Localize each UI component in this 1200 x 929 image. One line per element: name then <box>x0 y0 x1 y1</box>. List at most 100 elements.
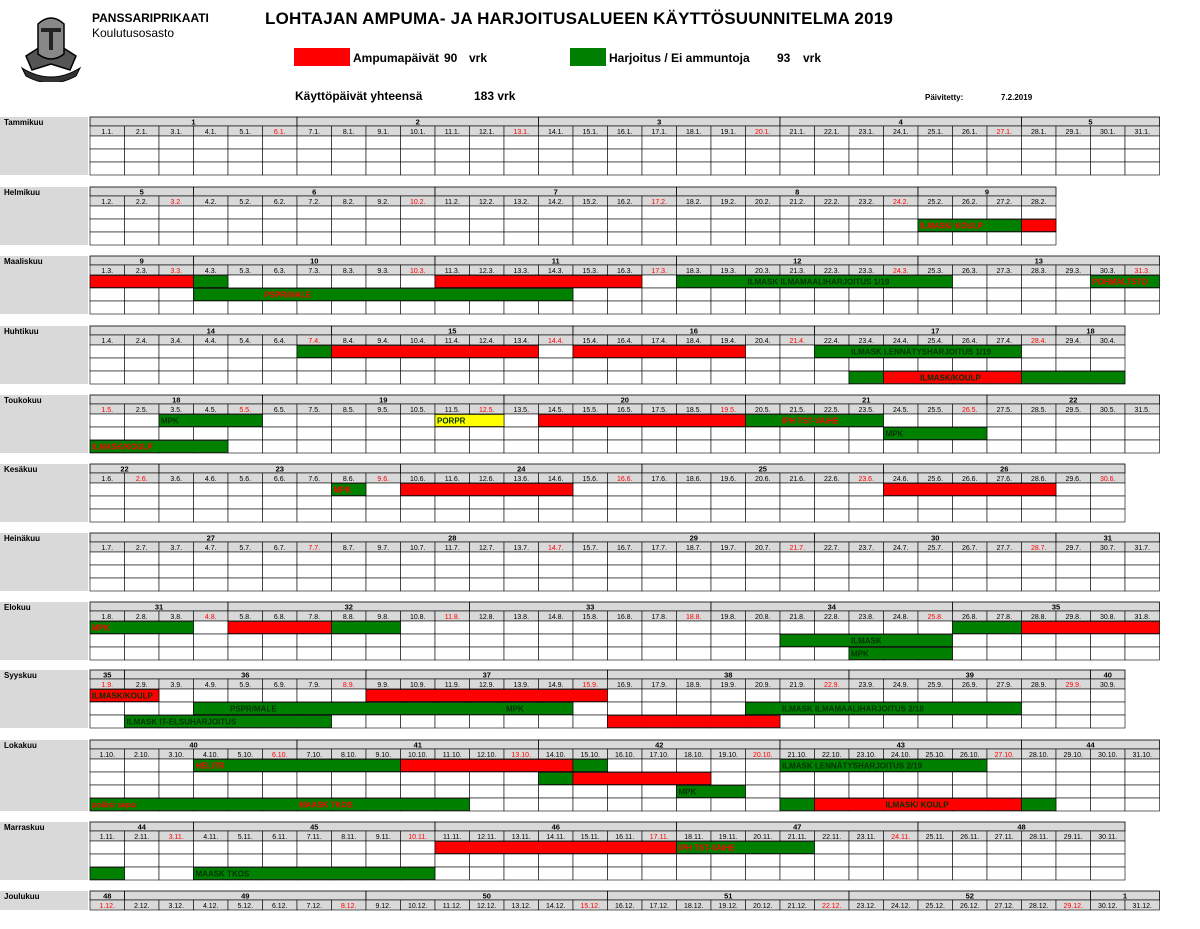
day-label: 21.7. <box>789 545 805 552</box>
activity-bar <box>848 371 884 384</box>
schedule-cell <box>848 784 884 799</box>
month-name: Helmikuu <box>4 188 40 197</box>
schedule-cell <box>779 357 815 372</box>
schedule-cell <box>124 287 160 302</box>
activity-label: HELITR <box>196 762 225 771</box>
activity-bar <box>193 275 229 288</box>
schedule-cell <box>848 866 884 881</box>
schedule-cell <box>227 771 263 786</box>
week-number: 19 <box>379 396 387 405</box>
day-label: 10.12. <box>408 903 428 910</box>
schedule-cell <box>434 218 470 233</box>
schedule-cell <box>227 564 263 579</box>
schedule-cell <box>469 439 505 454</box>
schedule-cell <box>124 564 160 579</box>
legend-shooting-unit: vrk <box>469 51 488 65</box>
day-label: 21.10. <box>788 752 808 759</box>
day-label: 6.7. <box>274 545 286 552</box>
schedule-cell <box>848 714 884 729</box>
month-label-cell <box>0 326 88 384</box>
schedule-cell <box>1090 771 1126 786</box>
day-label: 7.4. <box>308 338 320 345</box>
schedule-cell <box>710 551 746 566</box>
schedule-cell <box>952 646 988 661</box>
day-label: 9.3. <box>377 268 389 275</box>
schedule-cell <box>1090 300 1126 315</box>
schedule-cell <box>158 344 194 359</box>
schedule-cell <box>1124 646 1160 661</box>
week-number: 22 <box>120 465 128 474</box>
schedule-cell <box>986 426 1022 441</box>
schedule-cell <box>952 853 988 868</box>
week-number: 13 <box>1035 257 1043 266</box>
schedule-cell <box>503 370 539 385</box>
schedule-cell <box>779 495 815 510</box>
activity-label: ILMASK/KOULP <box>92 443 154 452</box>
schedule-cell <box>1124 633 1160 648</box>
schedule-cell <box>434 508 470 523</box>
schedule-cell <box>296 413 332 428</box>
schedule-cell <box>1090 577 1126 592</box>
schedule-cell <box>1055 564 1091 579</box>
schedule-cell <box>365 840 401 855</box>
schedule-cell <box>1090 344 1126 359</box>
day-label: 24.4. <box>893 338 909 345</box>
week-number: 1 <box>1123 892 1127 901</box>
day-label: 31.3. <box>1134 268 1150 275</box>
day-label: 5.5. <box>239 407 251 414</box>
schedule-cell <box>158 231 194 246</box>
schedule-cell <box>124 840 160 855</box>
day-label: 2.12. <box>134 903 150 910</box>
day-label: 16.1. <box>617 129 633 136</box>
week-number: 16 <box>690 327 698 336</box>
schedule-cell <box>848 426 884 441</box>
day-label: 27.2. <box>996 199 1012 206</box>
day-label: 3.5. <box>170 407 182 414</box>
schedule-cell <box>607 300 643 315</box>
schedule-cell <box>710 564 746 579</box>
schedule-cell <box>641 161 677 176</box>
schedule-cell <box>641 646 677 661</box>
activity-label: ILMASK/ KOULP <box>920 222 984 231</box>
day-label: 12.9. <box>479 682 495 689</box>
brigade-emblem <box>20 17 82 82</box>
day-label: 6.11. <box>272 834 287 841</box>
schedule-cell <box>710 482 746 497</box>
schedule-cell <box>676 357 712 372</box>
day-label: 13.8. <box>513 614 529 621</box>
activity-label: MPK <box>679 788 697 797</box>
week-number: 38 <box>724 671 732 680</box>
activity-label: ILMASK/KOULP <box>1024 624 1086 633</box>
schedule-cell <box>296 551 332 566</box>
schedule-cell <box>848 205 884 220</box>
schedule-cell <box>400 564 436 579</box>
schedule-cell <box>814 853 850 868</box>
schedule-cell <box>572 620 608 635</box>
schedule-cell <box>89 701 125 716</box>
schedule-cell <box>779 508 815 523</box>
day-label: 13.7. <box>513 545 529 552</box>
schedule-cell <box>434 577 470 592</box>
schedule-cell <box>331 495 367 510</box>
schedule-cell <box>331 205 367 220</box>
day-label: 26.9. <box>962 682 978 689</box>
schedule-cell <box>158 300 194 315</box>
day-label: 9.9. <box>377 682 389 689</box>
day-label: 18.11. <box>684 834 703 841</box>
day-label: 4.3. <box>205 268 217 275</box>
day-label: 17.2. <box>651 199 667 206</box>
schedule-cell <box>227 231 263 246</box>
schedule-cell <box>400 161 436 176</box>
schedule-cell <box>607 646 643 661</box>
day-label: 13.2. <box>513 199 529 206</box>
activity-label: MPK <box>851 650 869 659</box>
schedule-cell <box>193 344 229 359</box>
schedule-cell <box>469 646 505 661</box>
schedule-cell <box>193 633 229 648</box>
schedule-cell <box>262 771 298 786</box>
schedule-cell <box>158 646 194 661</box>
day-label: 7.6. <box>308 476 320 483</box>
schedule-cell <box>779 218 815 233</box>
month-name: Toukokuu <box>4 396 42 405</box>
schedule-cell <box>262 840 298 855</box>
